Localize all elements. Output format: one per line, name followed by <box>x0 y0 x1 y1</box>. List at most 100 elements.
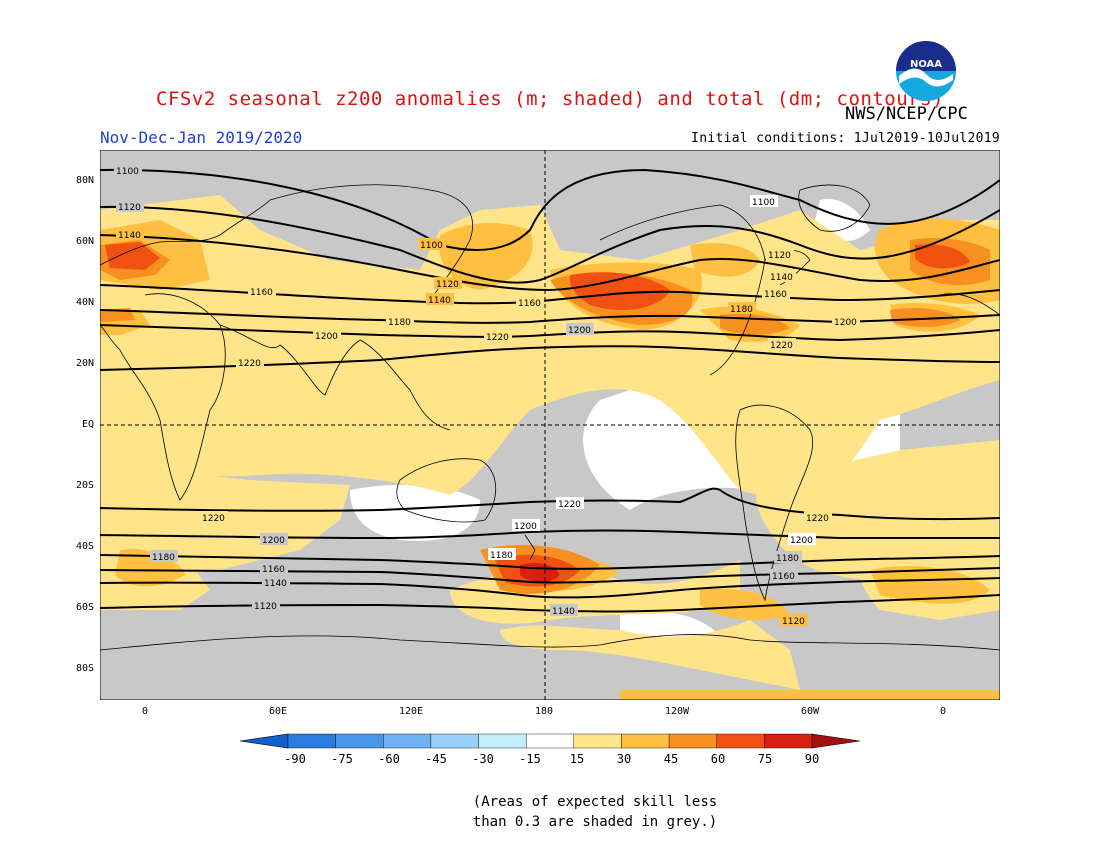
contour-label-1140: 1140 <box>550 604 578 617</box>
contour-label-text: 1160 <box>518 299 541 309</box>
contour-label-1220: 1220 <box>200 511 228 524</box>
contour-label-1200: 1200 <box>260 533 288 546</box>
colorbar-tick: 30 <box>616 752 632 766</box>
colorbar-tick: -75 <box>331 752 353 766</box>
contour-label-text: 1180 <box>490 551 513 561</box>
noaa-logo: NOAA <box>896 41 956 101</box>
contour-label-text: 1200 <box>315 332 338 342</box>
colorbar-segment <box>525 733 575 749</box>
lat-label-60n: 60N <box>75 236 94 247</box>
contour-label-1120: 1120 <box>434 277 462 290</box>
lat-label-80s: 80S <box>75 663 94 674</box>
contour-label-1200: 1200 <box>313 329 341 342</box>
contour-label-text: 1220 <box>770 341 793 351</box>
lat-label-80n: 80N <box>75 175 94 186</box>
colorbar-segment <box>287 733 336 749</box>
colorbar-segment <box>383 733 432 749</box>
colorbar-tick: -60 <box>378 752 400 766</box>
contour-label-1120: 1120 <box>766 248 794 261</box>
anomaly-map: 1100 1120 1140 1160 1180 1200 1220 1100 <box>100 150 1000 700</box>
contour-label-1180: 1180 <box>728 302 756 315</box>
lat-label-40s: 40S <box>75 541 94 552</box>
contour-label-text: 1160 <box>764 290 787 300</box>
skill-note-line-2: than 0.3 are shaded in grey.) <box>472 814 718 830</box>
contour-label-1140: 1140 <box>116 228 144 241</box>
lon-label-0: 0 <box>141 706 149 717</box>
contour-label-text: 1120 <box>118 203 141 213</box>
contour-label-1140: 1140 <box>262 576 290 589</box>
contour-label-1120: 1120 <box>780 614 808 627</box>
contour-label-1220: 1220 <box>804 511 832 524</box>
contour-label-text: 1100 <box>420 241 443 251</box>
lon-label-60w: 60W <box>800 706 820 717</box>
contour-label-text: 1140 <box>118 231 141 241</box>
chart-title: CFSv2 seasonal z200 anomalies (m; shaded… <box>156 88 944 110</box>
colorbar-tick: -30 <box>472 752 494 766</box>
contour-label-text: 1180 <box>730 305 753 315</box>
colorbar-tick: 45 <box>663 752 679 766</box>
contour-label-1140: 1140 <box>426 293 454 306</box>
contour-label-1160: 1160 <box>248 285 276 298</box>
contour-label-1100: 1100 <box>418 238 446 251</box>
contour-label-1220: 1220 <box>236 356 264 369</box>
lon-label-0-right: 0 <box>939 706 947 717</box>
contour-label-text: 1200 <box>834 318 857 328</box>
contour-label-1140: 1140 <box>768 270 796 283</box>
lon-label-120e: 120E <box>398 706 424 717</box>
colorbar-tick: 90 <box>804 752 820 766</box>
lon-label-180: 180 <box>534 706 554 717</box>
agency-label: NWS/NCEP/CPC <box>845 104 968 124</box>
contour-label-text: 1160 <box>250 288 273 298</box>
contour-label-text: 1120 <box>436 280 459 290</box>
contour-label-text: 1220 <box>238 359 261 369</box>
contour-label-1120: 1120 <box>252 599 280 612</box>
colorbar-segment <box>716 733 765 749</box>
contour-label-1100: 1100 <box>114 164 142 177</box>
colorbar-low-arrow <box>240 733 289 749</box>
contour-label-1160: 1160 <box>762 287 790 300</box>
contour-label-text: 1220 <box>486 333 509 343</box>
contour-label-text: 1200 <box>262 536 285 546</box>
skill-note: (Areas of expected skill less than 0.3 a… <box>400 792 790 832</box>
colorbar-segment <box>335 733 384 749</box>
colorbar-segment <box>430 733 479 749</box>
contour-label-text: 1220 <box>202 514 225 524</box>
colorbar <box>240 733 860 749</box>
contour-label-1180: 1180 <box>774 551 802 564</box>
lat-label-eq: EQ <box>81 419 94 430</box>
contour-label-text: 1180 <box>152 553 175 563</box>
contour-label-group: 1100 1120 1140 1160 1180 1200 1220 1100 <box>114 164 860 627</box>
colorbar-tick: 60 <box>710 752 726 766</box>
contour-label-1120: 1120 <box>116 200 144 213</box>
lat-label-40n: 40N <box>75 297 94 308</box>
season-label: Nov-Dec-Jan 2019/2020 <box>100 128 303 147</box>
colorbar-segment <box>478 733 527 749</box>
contour-label-1160: 1160 <box>260 562 288 575</box>
contour-label-1220: 1220 <box>556 497 584 510</box>
contour-label-text: 1200 <box>514 522 537 532</box>
colorbar-segment <box>668 733 717 749</box>
initial-conditions-label: Initial conditions: 1Jul2019-10Jul2019 <box>691 131 1000 146</box>
skill-note-line-1: (Areas of expected skill less <box>472 794 718 810</box>
contour-label-text: 1140 <box>428 296 451 306</box>
contour-label-1180: 1180 <box>488 548 516 561</box>
contour-label-text: 1140 <box>264 579 287 589</box>
contour-label-text: 1100 <box>752 198 775 208</box>
contour-label-text: 1220 <box>806 514 829 524</box>
contour-label-text: 1200 <box>568 326 591 336</box>
contour-label-text: 1200 <box>790 536 813 546</box>
contour-label-1100: 1100 <box>750 195 778 208</box>
contour-label-text: 1160 <box>262 565 285 575</box>
lat-label-60s: 60S <box>75 602 94 613</box>
lat-label-20n: 20N <box>75 358 94 369</box>
colorbar-segment <box>573 733 622 749</box>
contour-label-1160: 1160 <box>770 569 798 582</box>
colorbar-tick: -45 <box>425 752 447 766</box>
contour-label-1160: 1160 <box>516 296 544 309</box>
contour-label-1200: 1200 <box>566 323 594 336</box>
colorbar-tick: -15 <box>519 752 541 766</box>
noaa-logo-text: NOAA <box>910 59 942 70</box>
contour-label-text: 1140 <box>552 607 575 617</box>
colorbar-high-arrow <box>811 733 860 749</box>
contour-label-text: 1140 <box>770 273 793 283</box>
